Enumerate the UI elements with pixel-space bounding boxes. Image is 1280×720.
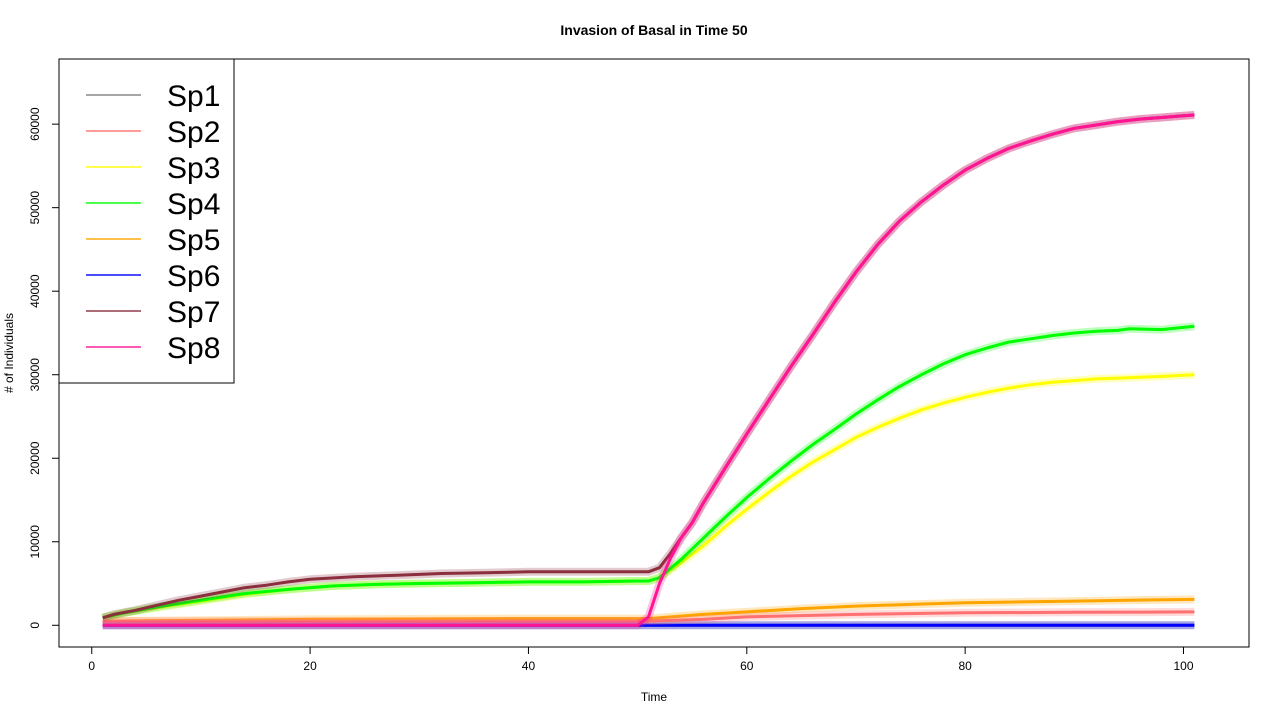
- y-tick-label: 0: [28, 622, 42, 629]
- y-tick-label: 40000: [28, 274, 42, 308]
- legend-label-sp4: Sp4: [167, 188, 220, 221]
- x-axis-title: Time: [641, 690, 668, 704]
- y-tick-label: 20000: [28, 441, 42, 475]
- legend-label-sp7: Sp7: [167, 296, 220, 329]
- legend-label-sp8: Sp8: [167, 332, 220, 365]
- series-line-sp2: [102, 610, 1195, 623]
- x-tick-label: 100: [1173, 659, 1193, 673]
- y-tick-label: 60000: [28, 107, 42, 141]
- x-axis: 0 20 40 60 80 100: [88, 647, 1194, 673]
- series-line-sp5: [102, 597, 1195, 623]
- series-band-sp8: [102, 111, 1195, 630]
- legend-box: [58, 58, 235, 384]
- y-axis-title: # of Individuals: [2, 313, 16, 393]
- legend-label-sp6: Sp6: [167, 260, 220, 293]
- x-tick-label: 40: [522, 659, 536, 673]
- series-band-sp7: [101, 111, 1195, 622]
- legend-label-sp3: Sp3: [167, 152, 220, 185]
- x-tick-label: 80: [958, 659, 972, 673]
- series-line-sp7: [102, 113, 1195, 620]
- x-tick-label: 0: [88, 659, 95, 673]
- legend-label-sp5: Sp5: [167, 224, 220, 257]
- plot-frame: [58, 58, 1250, 648]
- series-lines: [101, 111, 1195, 630]
- y-axis: 0 10000 20000 30000 40000 50000 60000: [28, 107, 59, 629]
- legend-label-sp1: Sp1: [167, 80, 220, 113]
- series-line-sp8: [102, 113, 1195, 627]
- y-tick-label: 30000: [28, 358, 42, 392]
- series-line-sp4: [102, 324, 1195, 620]
- y-tick-label: 10000: [28, 525, 42, 559]
- chart-title: Invasion of Basal in Time 50: [560, 22, 747, 38]
- x-tick-label: 20: [303, 659, 317, 673]
- legend-label-sp2: Sp2: [167, 116, 220, 149]
- x-tick-label: 60: [740, 659, 754, 673]
- y-tick-label: 50000: [28, 191, 42, 225]
